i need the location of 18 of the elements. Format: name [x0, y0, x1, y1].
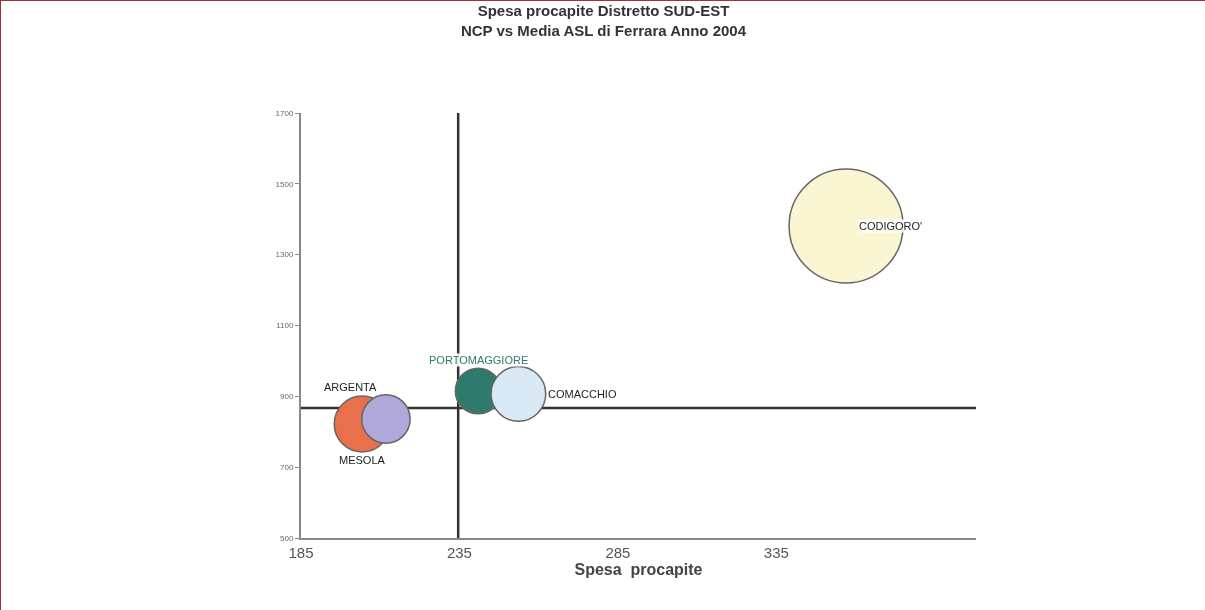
x-tick-label: 335 [763, 544, 789, 561]
x-tick-label: 185 [288, 544, 314, 561]
y-tick-label: 500 [280, 533, 294, 543]
series-label: COMACCHIO [548, 388, 617, 400]
series-label: CODIGORO' [859, 220, 923, 232]
x-axis-title: Spesa procapite [574, 561, 703, 579]
x-tick-label: 285 [605, 544, 631, 561]
series-label: PORTOMAGGIORE [429, 354, 529, 366]
y-tick-label: 700 [280, 462, 294, 472]
series-label: MESOLA [339, 454, 386, 466]
series-label: ARGENTA [324, 381, 378, 393]
y-tick-label: 900 [280, 392, 294, 402]
chart-title: Spesa procapite Distretto SUD-EST NCP vs Media ASL di Ferrara Anno 2004 [460, 2, 747, 39]
y-tick-label: 1300 [275, 250, 294, 260]
y-tick-label: 1700 [275, 108, 294, 118]
y-tick-label: 1100 [276, 321, 294, 331]
y-tick-label: 1500 [275, 179, 294, 189]
x-tick-label: 235 [446, 544, 472, 561]
